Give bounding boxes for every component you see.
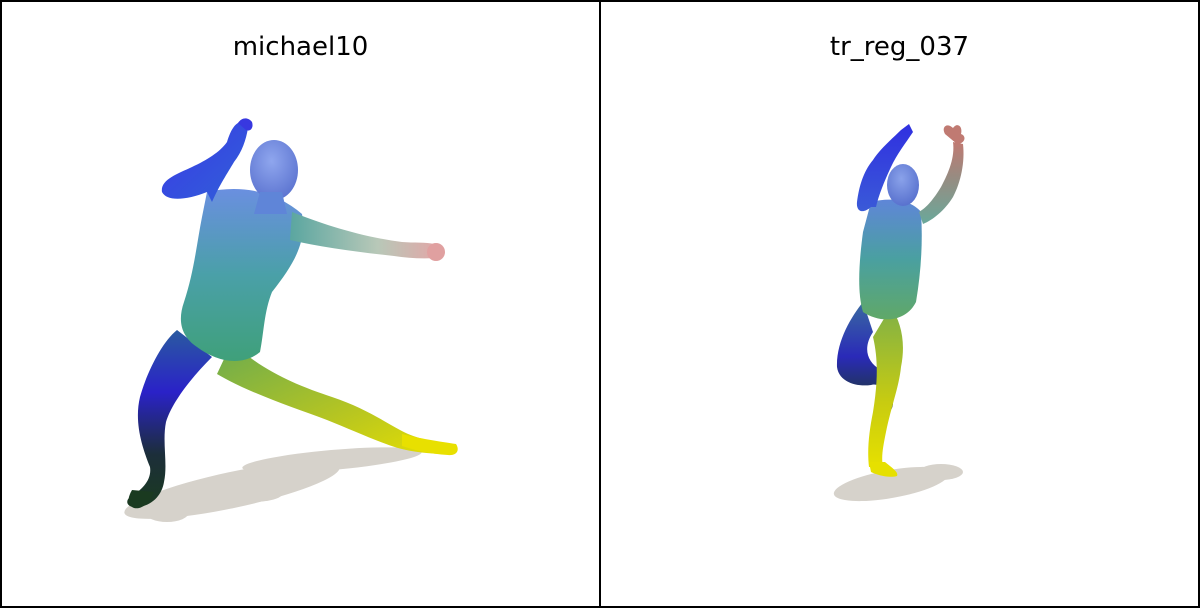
right-leg: [217, 342, 456, 454]
torso: [859, 199, 922, 320]
head: [887, 164, 919, 206]
right-leg: [868, 307, 903, 467]
viewport-tr-reg-037[interactable]: tr_reg_037: [599, 0, 1200, 608]
neck: [254, 192, 287, 214]
left-foot: [128, 490, 154, 509]
mesh-render-tr-reg-037[interactable]: [601, 2, 1200, 608]
right-arm: [919, 142, 964, 224]
left-arm: [856, 124, 913, 212]
mesh-render-michael10[interactable]: [2, 2, 601, 608]
figure-shadow: [124, 447, 422, 522]
left-leg: [127, 330, 212, 508]
figure-shadow: [833, 464, 963, 502]
torso: [180, 188, 304, 362]
right-arm: [290, 212, 436, 259]
right-fist: [427, 243, 445, 261]
viewport-title: michael10: [232, 32, 369, 62]
head: [250, 140, 298, 200]
viewport-michael10[interactable]: michael10: [0, 0, 601, 608]
right-hand: [943, 125, 965, 144]
left-hand: [238, 118, 253, 131]
right-foot: [869, 462, 898, 477]
viewport-title: tr_reg_037: [829, 32, 970, 62]
left-arm: [161, 122, 248, 202]
right-foot: [402, 434, 458, 456]
